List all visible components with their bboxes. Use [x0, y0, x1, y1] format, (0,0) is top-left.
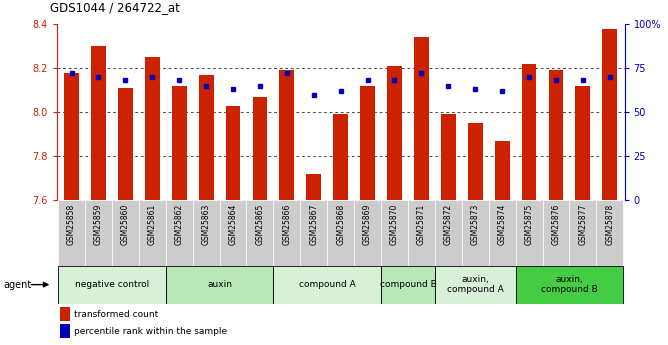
- FancyBboxPatch shape: [273, 200, 301, 266]
- Text: GSM25868: GSM25868: [336, 203, 345, 245]
- Text: GSM25861: GSM25861: [148, 203, 157, 245]
- Text: GSM25872: GSM25872: [444, 203, 453, 245]
- Text: GSM25875: GSM25875: [524, 203, 534, 245]
- Text: compound A: compound A: [299, 280, 355, 289]
- FancyBboxPatch shape: [166, 266, 273, 304]
- Text: GDS1044 / 264722_at: GDS1044 / 264722_at: [50, 1, 180, 14]
- Text: GSM25866: GSM25866: [283, 203, 291, 245]
- FancyBboxPatch shape: [516, 200, 542, 266]
- Text: GSM25860: GSM25860: [121, 203, 130, 245]
- FancyBboxPatch shape: [462, 200, 489, 266]
- Bar: [199, 75, 214, 200]
- Text: GSM25870: GSM25870: [390, 203, 399, 245]
- Text: GSM25876: GSM25876: [552, 203, 560, 245]
- Bar: [307, 174, 321, 200]
- FancyBboxPatch shape: [569, 200, 597, 266]
- Bar: [253, 97, 267, 200]
- Text: auxin,
compound A: auxin, compound A: [447, 275, 504, 294]
- Bar: [468, 123, 483, 200]
- Bar: [414, 37, 429, 200]
- Bar: [145, 57, 160, 200]
- Text: auxin: auxin: [207, 280, 232, 289]
- FancyBboxPatch shape: [246, 200, 273, 266]
- Bar: [172, 86, 186, 200]
- Bar: [360, 86, 375, 200]
- Text: GSM25862: GSM25862: [175, 203, 184, 245]
- FancyBboxPatch shape: [273, 266, 381, 304]
- Text: percentile rank within the sample: percentile rank within the sample: [74, 327, 227, 336]
- Bar: [64, 72, 79, 200]
- Bar: [522, 64, 536, 200]
- Text: GSM25865: GSM25865: [255, 203, 265, 245]
- FancyBboxPatch shape: [542, 200, 569, 266]
- Bar: [495, 141, 510, 200]
- FancyBboxPatch shape: [516, 266, 623, 304]
- Bar: [118, 88, 133, 200]
- Text: GSM25864: GSM25864: [228, 203, 238, 245]
- Text: transformed count: transformed count: [74, 310, 158, 319]
- FancyBboxPatch shape: [85, 200, 112, 266]
- FancyBboxPatch shape: [220, 200, 246, 266]
- Text: negative control: negative control: [75, 280, 149, 289]
- FancyBboxPatch shape: [381, 200, 408, 266]
- Bar: [548, 70, 563, 200]
- Bar: [387, 66, 402, 200]
- Bar: [603, 29, 617, 200]
- Text: GSM25859: GSM25859: [94, 203, 103, 245]
- Bar: [279, 70, 295, 200]
- Bar: [59, 324, 70, 338]
- Text: GSM25878: GSM25878: [605, 203, 615, 245]
- FancyBboxPatch shape: [166, 200, 192, 266]
- Text: GSM25874: GSM25874: [498, 203, 506, 245]
- FancyBboxPatch shape: [139, 200, 166, 266]
- Bar: [59, 307, 70, 321]
- FancyBboxPatch shape: [354, 200, 381, 266]
- FancyBboxPatch shape: [435, 266, 516, 304]
- Text: GSM25873: GSM25873: [471, 203, 480, 245]
- FancyBboxPatch shape: [408, 200, 435, 266]
- Bar: [91, 46, 106, 200]
- FancyBboxPatch shape: [435, 200, 462, 266]
- Text: GSM25867: GSM25867: [309, 203, 318, 245]
- Text: compound B: compound B: [379, 280, 436, 289]
- Text: GSM25877: GSM25877: [578, 203, 587, 245]
- Bar: [226, 106, 240, 200]
- FancyBboxPatch shape: [327, 200, 354, 266]
- FancyBboxPatch shape: [597, 200, 623, 266]
- Bar: [575, 86, 591, 200]
- FancyBboxPatch shape: [58, 200, 85, 266]
- Bar: [441, 114, 456, 200]
- Text: auxin,
compound B: auxin, compound B: [541, 275, 598, 294]
- FancyBboxPatch shape: [192, 200, 220, 266]
- Text: GSM25858: GSM25858: [67, 203, 76, 245]
- Text: GSM25871: GSM25871: [417, 203, 426, 245]
- Text: GSM25863: GSM25863: [202, 203, 210, 245]
- FancyBboxPatch shape: [112, 200, 139, 266]
- Bar: [333, 114, 348, 200]
- FancyBboxPatch shape: [301, 200, 327, 266]
- FancyBboxPatch shape: [489, 200, 516, 266]
- Text: agent: agent: [3, 280, 31, 289]
- FancyBboxPatch shape: [381, 266, 435, 304]
- FancyBboxPatch shape: [58, 266, 166, 304]
- Text: GSM25869: GSM25869: [363, 203, 372, 245]
